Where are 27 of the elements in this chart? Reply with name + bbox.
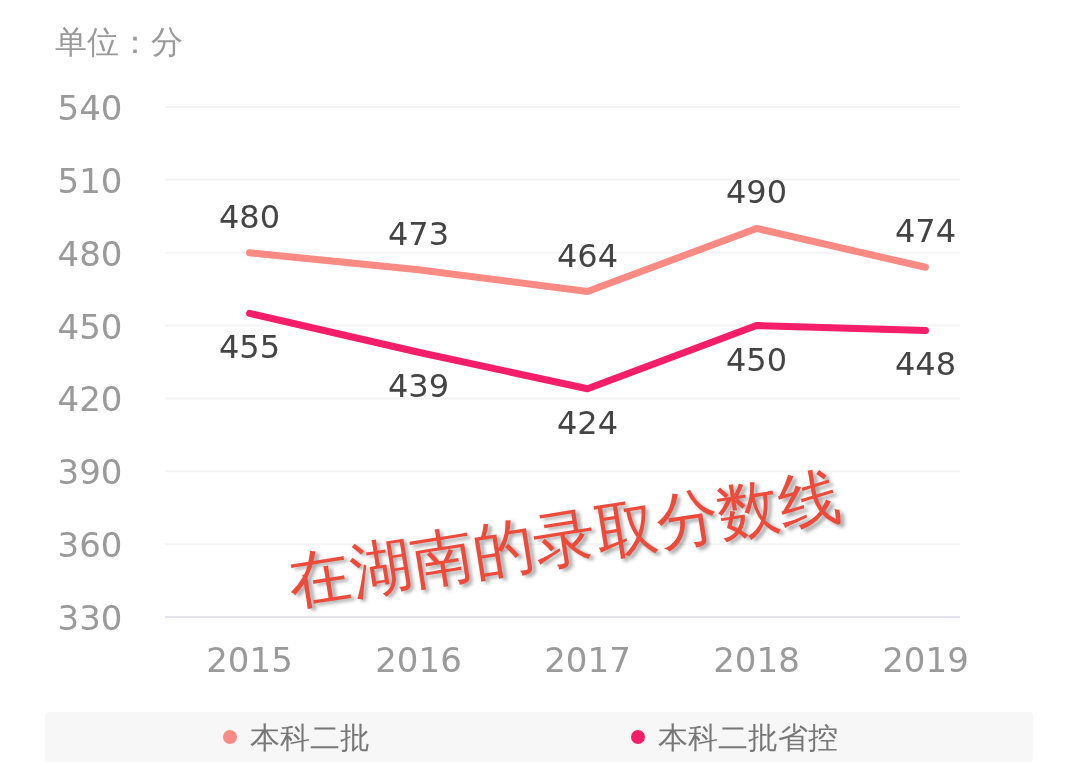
y-tick-label: 450: [57, 306, 123, 347]
x-tick-label: 2018: [713, 640, 800, 680]
y-tick-label: 360: [57, 525, 123, 566]
y-axis-title: 单位：分: [55, 23, 183, 61]
data-label: 439: [387, 367, 450, 406]
y-tick-label: 480: [57, 233, 123, 274]
data-label: 448: [894, 345, 957, 384]
x-tick-label: 2017: [544, 640, 631, 680]
y-tick-label: 390: [57, 452, 123, 493]
legend-label: 本科二批省控: [658, 720, 838, 755]
y-tick-label: 540: [57, 88, 123, 128]
data-label: 473: [387, 214, 450, 253]
data-label: 450: [725, 340, 788, 379]
data-label: 455: [218, 328, 281, 367]
y-tick-label: 510: [57, 160, 123, 201]
data-label: 464: [556, 236, 619, 275]
data-label: 424: [556, 403, 619, 442]
data-label: 480: [218, 197, 281, 236]
annotation: 在湖南的录取分数线: [283, 459, 846, 619]
legend-label: 本科二批: [250, 720, 370, 755]
x-tick-label: 2016: [375, 640, 462, 680]
y-tick-label: 420: [57, 379, 123, 420]
x-tick-label: 2015: [206, 640, 293, 680]
x-tick-label: 2019: [882, 640, 969, 680]
data-label: 474: [894, 212, 957, 251]
y-tick-label: 330: [57, 598, 123, 638]
data-label: 490: [725, 173, 788, 212]
